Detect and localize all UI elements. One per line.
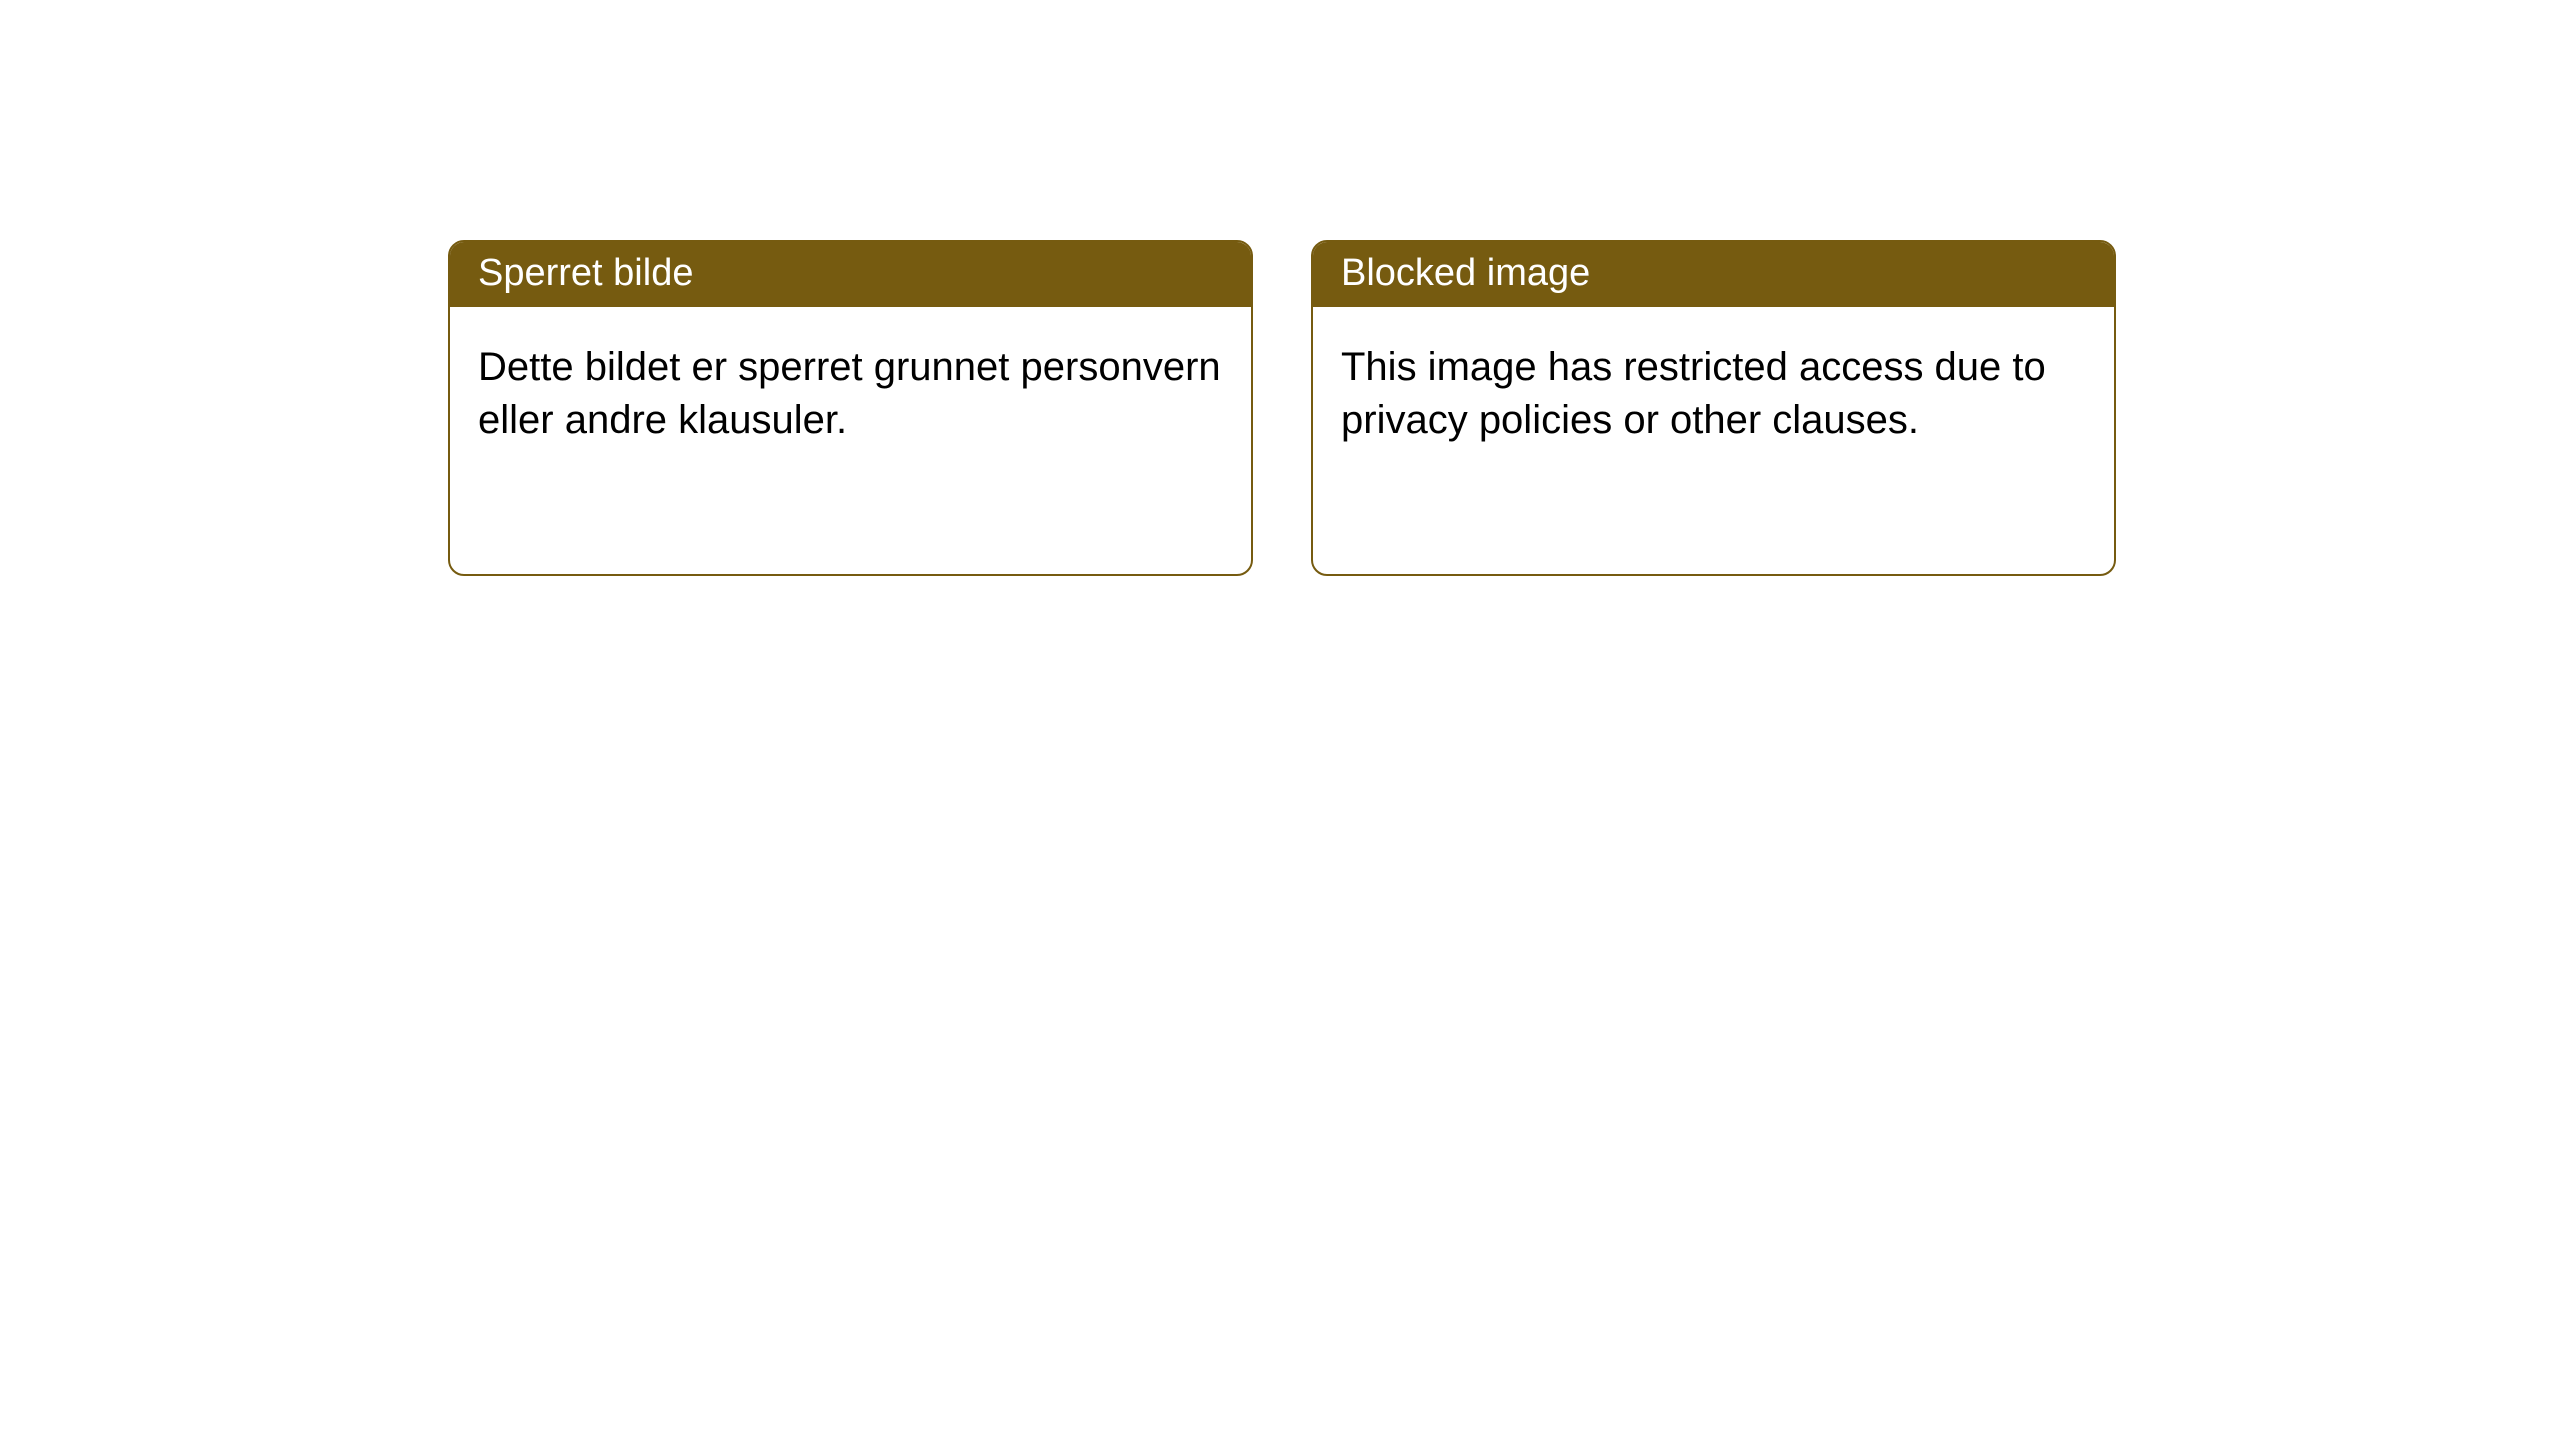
card-body: Dette bildet er sperret grunnet personve… [450, 307, 1251, 481]
card-message: Dette bildet er sperret grunnet personve… [478, 345, 1221, 442]
blocked-image-card-no: Sperret bilde Dette bildet er sperret gr… [448, 240, 1253, 576]
card-message: This image has restricted access due to … [1341, 345, 2046, 442]
card-title: Sperret bilde [478, 252, 693, 294]
card-body: This image has restricted access due to … [1313, 307, 2114, 481]
card-header: Blocked image [1313, 242, 2114, 307]
notice-container: Sperret bilde Dette bildet er sperret gr… [0, 0, 2560, 576]
card-title: Blocked image [1341, 252, 1590, 294]
blocked-image-card-en: Blocked image This image has restricted … [1311, 240, 2116, 576]
card-header: Sperret bilde [450, 242, 1251, 307]
